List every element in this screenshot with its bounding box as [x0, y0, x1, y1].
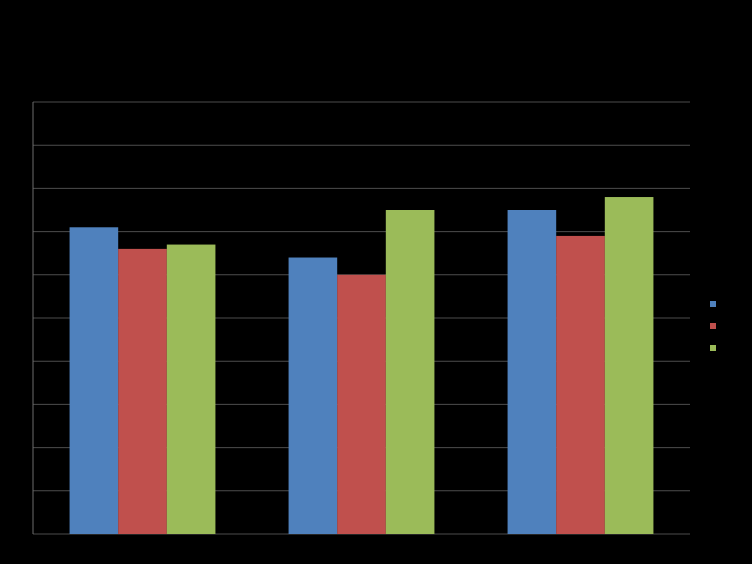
- bar: [604, 197, 654, 535]
- bar: [337, 274, 386, 534]
- legend-marker: [710, 323, 716, 329]
- legend-marker: [710, 345, 716, 351]
- bar: [69, 227, 119, 534]
- bar: [166, 244, 216, 534]
- legend-marker: [710, 301, 716, 307]
- bar: [385, 210, 435, 534]
- bar: [288, 257, 338, 534]
- bar: [556, 235, 605, 535]
- bar: [118, 248, 167, 534]
- bar: [507, 210, 557, 534]
